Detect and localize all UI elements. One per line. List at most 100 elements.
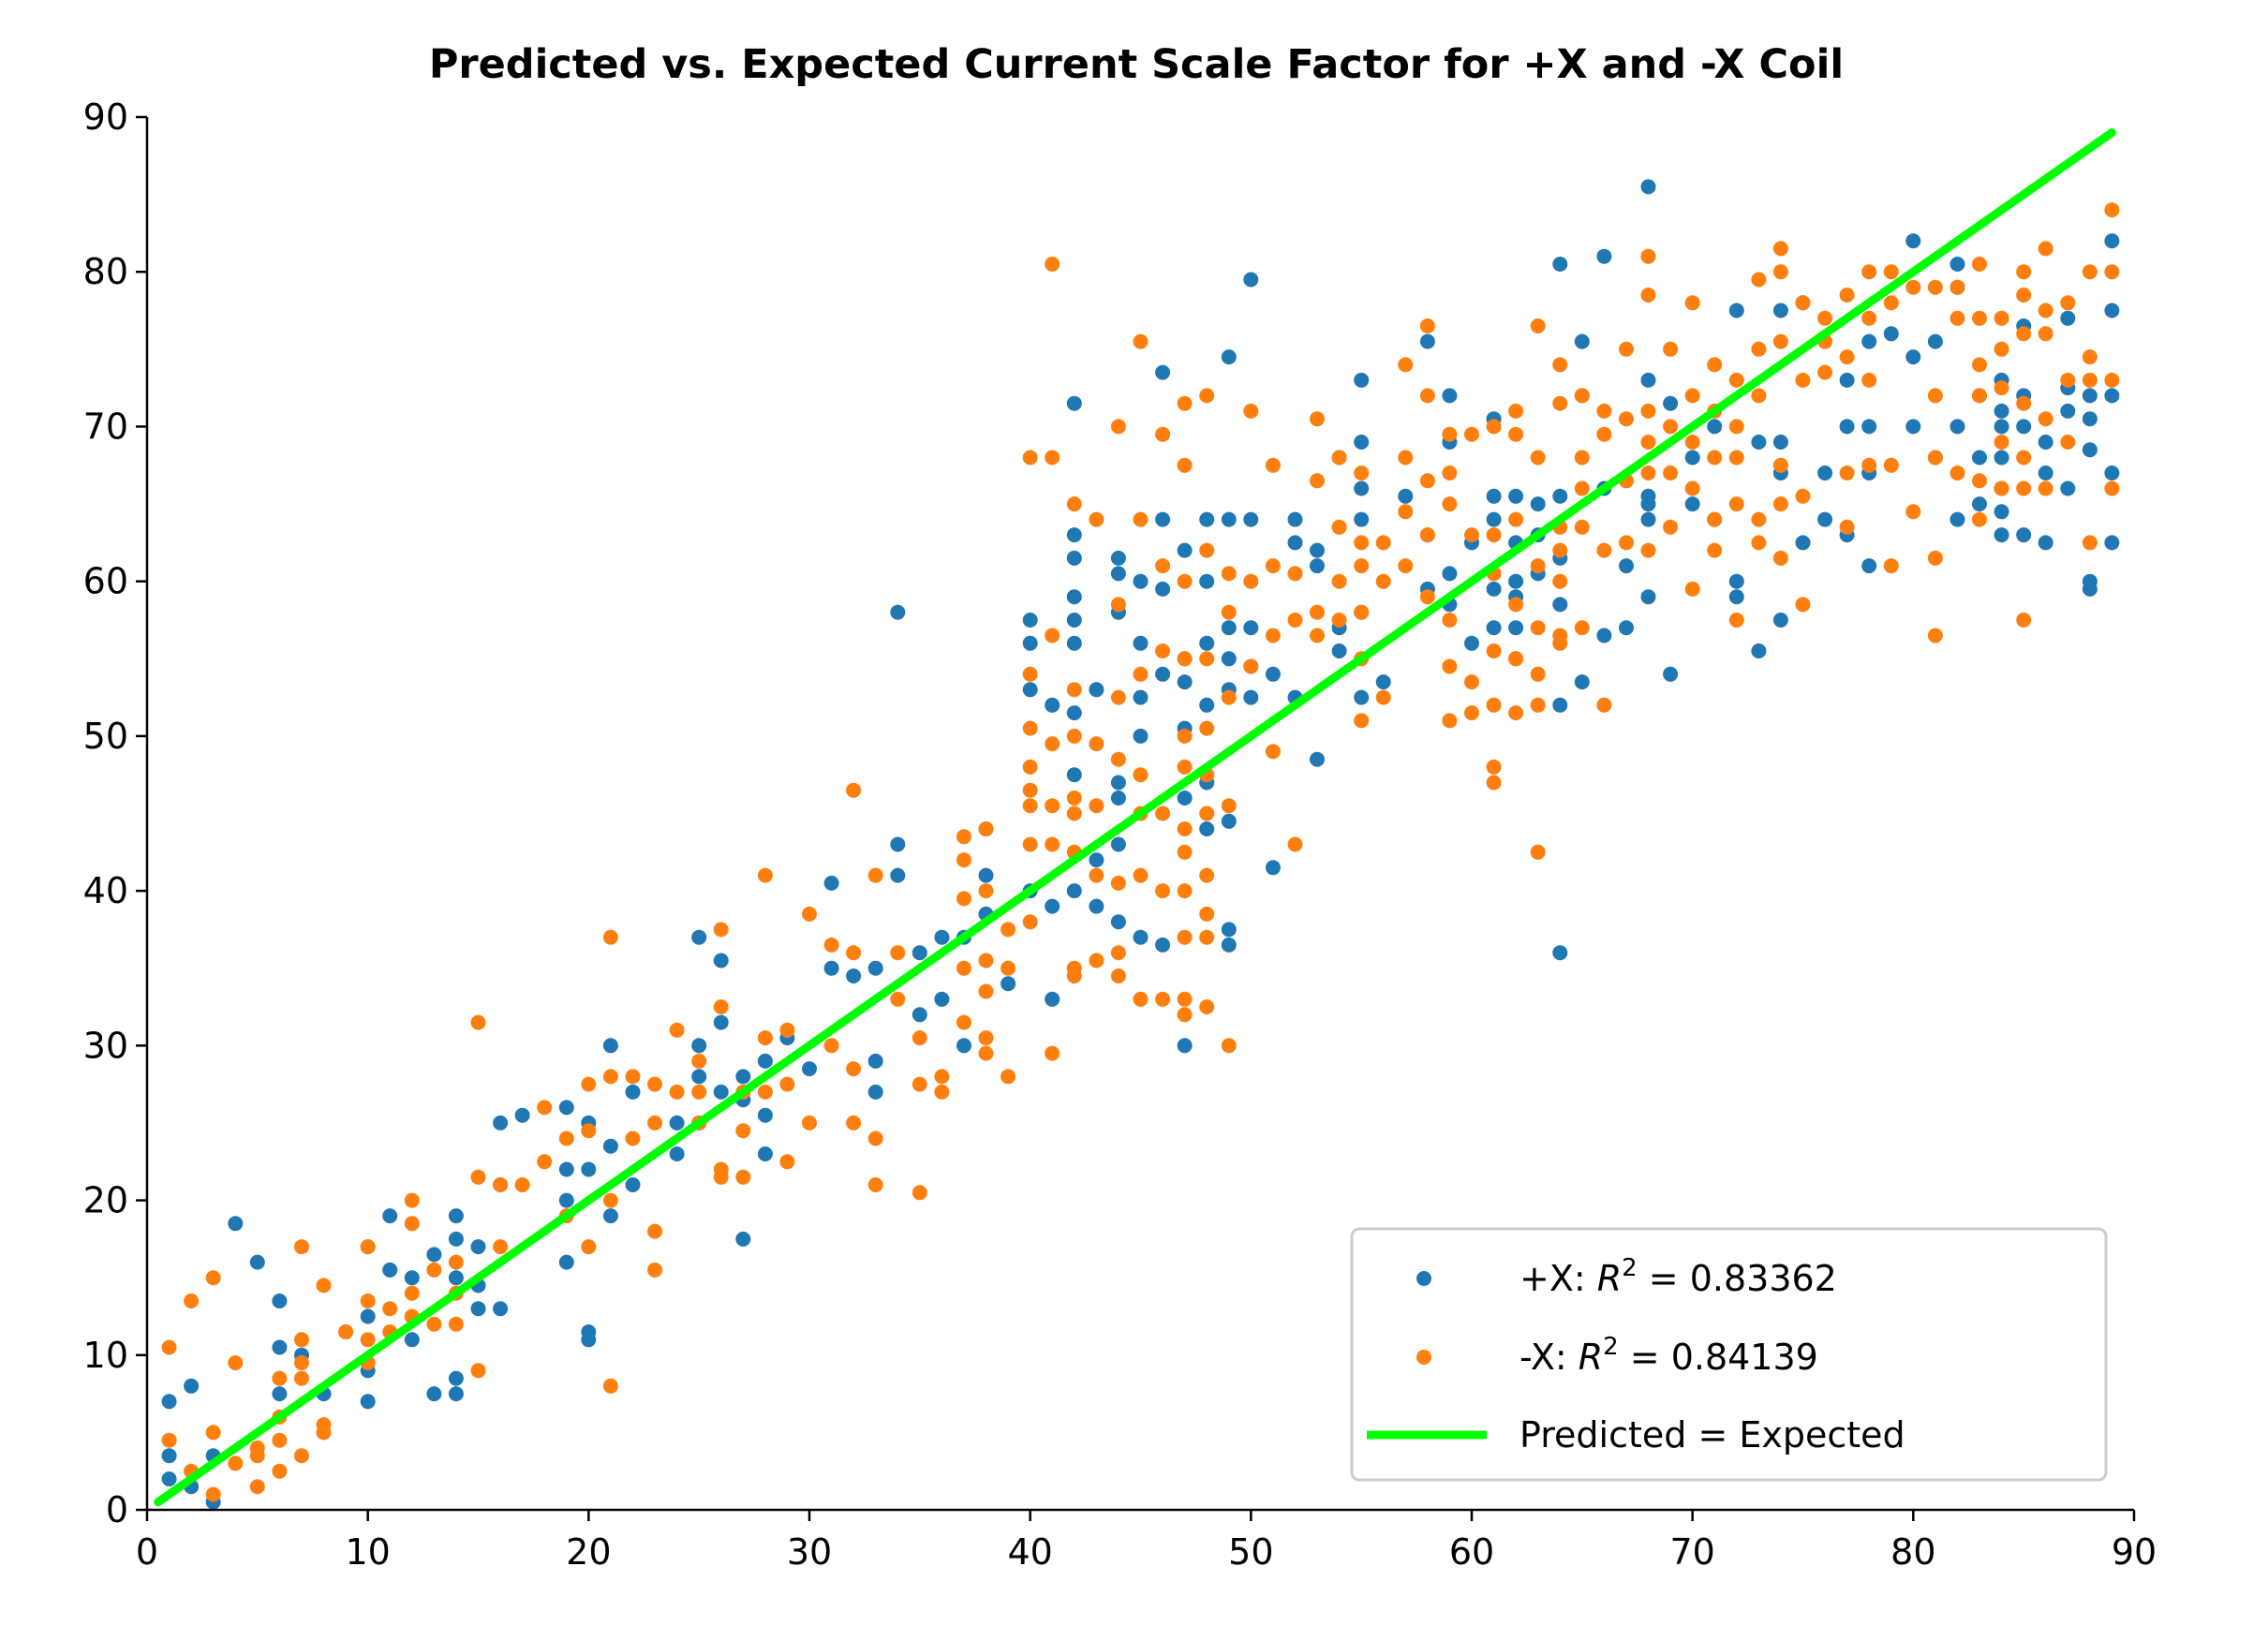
data-point-plus-x [1133, 689, 1149, 705]
data-point-minus-x [1155, 426, 1171, 442]
data-point-minus-x [1221, 689, 1237, 705]
data-point-minus-x [1354, 558, 1370, 574]
data-point-minus-x [1199, 999, 1215, 1014]
data-point-minus-x [978, 953, 994, 968]
data-point-plus-x [1177, 1038, 1193, 1054]
data-point-minus-x [1574, 450, 1590, 466]
data-point-minus-x [1177, 883, 1193, 899]
data-point-plus-x [1221, 813, 1237, 829]
data-point-minus-x [1795, 597, 1811, 613]
data-point-minus-x [978, 1030, 994, 1046]
data-point-minus-x [1574, 480, 1590, 496]
data-point-minus-x [1530, 844, 1546, 860]
data-point-minus-x [1287, 613, 1303, 628]
data-point-plus-x [1066, 395, 1082, 411]
data-point-plus-x [1287, 511, 1303, 527]
legend-prefix-plus-x: +X: [1519, 1258, 1597, 1299]
data-point-plus-x [1221, 922, 1237, 938]
x-tick-label: 80 [1890, 1531, 1935, 1573]
data-point-plus-x [1994, 403, 2009, 419]
data-point-minus-x [558, 1131, 574, 1146]
data-point-minus-x [581, 1076, 597, 1092]
data-point-minus-x [1354, 535, 1370, 551]
data-point-minus-x [1265, 457, 1281, 473]
data-point-minus-x [1486, 759, 1502, 775]
data-point-minus-x [1905, 504, 1921, 520]
data-point-minus-x [1331, 613, 1347, 628]
data-point-plus-x [1817, 511, 1833, 527]
data-point-minus-x [1221, 798, 1237, 814]
data-point-plus-x [1640, 179, 1656, 195]
data-point-minus-x [514, 1177, 530, 1192]
y-tick-label: 60 [83, 561, 128, 602]
data-point-minus-x [1331, 519, 1347, 535]
legend-marker-plus-x [1416, 1271, 1431, 1286]
y-tick-label: 10 [83, 1335, 128, 1376]
data-point-plus-x [1927, 333, 1943, 349]
data-point-minus-x [867, 1177, 883, 1192]
data-point-minus-x [1508, 651, 1524, 667]
data-point-minus-x [1089, 867, 1104, 883]
data-point-plus-x [1354, 372, 1370, 388]
data-point-minus-x [1310, 628, 1325, 643]
data-point-minus-x [1883, 457, 1899, 473]
legend-marker-minus-x [1416, 1350, 1431, 1365]
y-tick-label: 40 [83, 870, 128, 911]
data-point-plus-x [1045, 991, 1060, 1007]
data-point-minus-x [1596, 697, 1612, 713]
data-point-plus-x [1354, 689, 1370, 705]
data-point-plus-x [558, 1100, 574, 1116]
data-point-minus-x [1022, 836, 1038, 852]
data-point-plus-x [1994, 504, 2009, 520]
data-point-plus-x [228, 1216, 244, 1232]
data-point-minus-x [912, 1076, 927, 1092]
data-point-minus-x [1949, 466, 1965, 480]
data-point-plus-x [1684, 496, 1700, 512]
data-point-plus-x [272, 1339, 288, 1355]
x-tick-label: 50 [1228, 1531, 1273, 1573]
data-point-minus-x [1089, 798, 1104, 814]
data-point-plus-x [1728, 303, 1744, 318]
data-point-plus-x [470, 1239, 486, 1255]
data-point-minus-x [1640, 466, 1656, 480]
data-point-minus-x [2082, 264, 2098, 280]
data-point-minus-x [1331, 450, 1347, 466]
data-point-minus-x [1795, 488, 1811, 504]
data-point-plus-x [1728, 573, 1744, 589]
data-point-minus-x [2060, 372, 2076, 388]
legend-prefix-minus-x: -X: [1519, 1337, 1579, 1378]
data-point-plus-x [1310, 542, 1325, 558]
data-point-plus-x [1354, 435, 1370, 450]
data-point-minus-x [1927, 450, 1943, 466]
data-point-plus-x [1772, 613, 1788, 628]
data-point-minus-x [1861, 264, 1877, 280]
data-point-minus-x [1066, 496, 1082, 512]
data-point-minus-x [2016, 264, 2032, 280]
data-point-minus-x [1883, 558, 1899, 574]
data-point-plus-x [2104, 466, 2120, 480]
data-point-minus-x [2038, 303, 2053, 318]
data-point-minus-x [1751, 388, 1767, 404]
data-point-minus-x [1177, 844, 1193, 860]
data-point-minus-x [1905, 279, 1921, 295]
data-point-minus-x [1795, 295, 1811, 311]
data-point-plus-x [1133, 929, 1149, 945]
data-point-plus-x [1110, 550, 1126, 566]
data-point-minus-x [1839, 349, 1855, 365]
data-point-minus-x [1199, 651, 1215, 667]
data-point-minus-x [205, 1486, 221, 1502]
data-point-plus-x [1972, 450, 1987, 466]
data-point-minus-x [1177, 651, 1193, 667]
data-point-minus-x [779, 1022, 795, 1038]
data-point-plus-x [1066, 883, 1082, 899]
data-point-minus-x [1442, 496, 1458, 512]
data-point-minus-x [713, 922, 729, 938]
data-point-minus-x [294, 1448, 309, 1464]
data-point-plus-x [691, 1069, 707, 1085]
data-point-plus-x [1022, 635, 1038, 651]
data-point-minus-x [691, 1084, 707, 1100]
data-point-plus-x [934, 991, 950, 1007]
data-point-plus-x [426, 1386, 442, 1402]
data-point-plus-x [1110, 566, 1126, 582]
